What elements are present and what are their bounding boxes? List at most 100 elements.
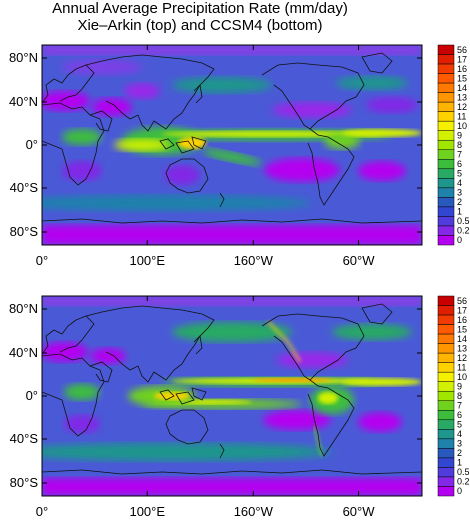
colorbar-label-bottom-20: 0 bbox=[457, 486, 462, 496]
lon-label-bottom-1: 100°E bbox=[129, 504, 165, 519]
colorbar-label-top-5: 13 bbox=[457, 92, 467, 102]
colorbar-swatch-top-15 bbox=[437, 187, 455, 198]
colorbar-swatch-top-1 bbox=[437, 54, 455, 65]
colorbar-swatch-top-16 bbox=[437, 197, 455, 208]
colorbar-label-top-8: 10 bbox=[457, 121, 467, 131]
colorbar-swatch-top-0 bbox=[437, 44, 455, 55]
lon-label-top-2: 160°W bbox=[234, 253, 274, 268]
colorbar-swatch-bottom-1 bbox=[437, 305, 455, 316]
colorbar-swatch-top-18 bbox=[437, 216, 455, 227]
colorbar-label-bottom-12: 6 bbox=[457, 410, 462, 420]
colorbar-label-top-18: 0.5 bbox=[457, 216, 470, 226]
colorbar-label-bottom-2: 16 bbox=[457, 315, 467, 325]
colorbar-swatch-bottom-5 bbox=[437, 343, 455, 354]
colorbar-label-top-4: 14 bbox=[457, 83, 467, 93]
lat-label-top-1: 40°N bbox=[9, 94, 38, 109]
colorbar-swatch-bottom-20 bbox=[437, 486, 455, 497]
colorbar-label-bottom-9: 9 bbox=[457, 381, 462, 391]
colorbar-label-bottom-0: 56 bbox=[457, 296, 467, 306]
colorbar-swatch-bottom-15 bbox=[437, 438, 455, 449]
colorbar-swatch-top-11 bbox=[437, 149, 455, 160]
colorbar-swatch-bottom-11 bbox=[437, 400, 455, 411]
colorbar-label-bottom-13: 5 bbox=[457, 420, 462, 430]
colorbar-label-top-10: 8 bbox=[457, 140, 462, 150]
lon-label-bottom-2: 160°W bbox=[234, 504, 274, 519]
colorbar-swatch-top-9 bbox=[437, 130, 455, 141]
colorbar-swatch-bottom-12 bbox=[437, 410, 455, 421]
colorbar-swatch-top-17 bbox=[437, 206, 455, 217]
colorbar-label-bottom-16: 2 bbox=[457, 448, 462, 458]
colorbar-label-bottom-7: 11 bbox=[457, 362, 466, 372]
colorbar-label-bottom-14: 4 bbox=[457, 429, 462, 439]
title-line-1: Annual Average Precipitation Rate (mm/da… bbox=[52, 0, 348, 17]
colorbar-swatch-bottom-6 bbox=[437, 352, 455, 363]
lat-ticks-top: 80°N 40°N 0° 40°S 80°S bbox=[9, 50, 422, 239]
colorbar-label-top-3: 15 bbox=[457, 73, 467, 83]
colorbar-label-bottom-5: 13 bbox=[457, 343, 467, 353]
colorbar-label-top-11: 7 bbox=[457, 150, 462, 160]
colorbar-swatch-bottom-14 bbox=[437, 429, 455, 440]
colorbar-swatch-bottom-3 bbox=[437, 324, 455, 335]
colorbar-label-bottom-4: 14 bbox=[457, 334, 467, 344]
colorbar-label-top-14: 4 bbox=[457, 178, 462, 188]
lat-label-top-3: 40°S bbox=[10, 180, 39, 195]
colorbar-swatch-top-8 bbox=[437, 120, 455, 131]
colorbar-label-top-12: 6 bbox=[457, 159, 462, 169]
colorbar-label-bottom-3: 15 bbox=[457, 324, 467, 334]
lat-label-bottom-2: 0° bbox=[26, 388, 38, 403]
colorbar-swatch-top-13 bbox=[437, 168, 455, 179]
colorbar-swatch-top-2 bbox=[437, 63, 455, 74]
colorbar-swatch-bottom-19 bbox=[437, 476, 455, 487]
colorbar-label-top-17: 1 bbox=[457, 207, 462, 217]
lon-ticks-bottom: 0° 100°E 160°W 60°W bbox=[36, 296, 375, 519]
lat-label-top-4: 80°S bbox=[10, 224, 39, 239]
colorbar-swatch-bottom-7 bbox=[437, 362, 455, 373]
colorbar-swatch-bottom-13 bbox=[437, 419, 455, 430]
colorbar-label-bottom-10: 8 bbox=[457, 391, 462, 401]
colorbar-swatch-bottom-0 bbox=[437, 295, 455, 306]
colorbar-label-top-16: 2 bbox=[457, 197, 462, 207]
colorbar-swatch-top-20 bbox=[437, 235, 455, 246]
colorbar-swatch-top-10 bbox=[437, 139, 455, 151]
colorbar-swatch-bottom-16 bbox=[437, 448, 455, 459]
colorbar-label-top-19: 0.2 bbox=[457, 226, 470, 236]
colorbar-swatch-bottom-4 bbox=[437, 333, 455, 344]
lon-label-bottom-3: 60°W bbox=[343, 504, 376, 519]
colorbar-swatch-top-5 bbox=[437, 92, 455, 103]
colorbar-label-bottom-15: 3 bbox=[457, 439, 462, 449]
colorbar-label-bottom-8: 10 bbox=[457, 372, 467, 382]
colorbar-label-top-2: 16 bbox=[457, 64, 467, 74]
map-panel-top: 80°N40°N0°40°S80°S 0° 100°E 160°W 60°W 5617… bbox=[9, 44, 470, 268]
colorbar-swatch-bottom-17 bbox=[437, 457, 455, 468]
lat-label-bottom-1: 40°N bbox=[9, 345, 38, 360]
colorbar-label-top-1: 17 bbox=[457, 54, 467, 64]
colorbar-label-top-20: 0 bbox=[457, 235, 462, 245]
colorbar-label-bottom-17: 1 bbox=[457, 458, 462, 468]
title-line-2: Xie–Arkin (top) and CCSM4 (bottom) bbox=[77, 17, 323, 34]
map-panel-bottom: 80°N40°N0°40°S80°S 0° 100°E 160°W 60°W 5617… bbox=[9, 295, 470, 519]
colorbar-label-bottom-6: 12 bbox=[457, 353, 467, 363]
colorbar-swatch-bottom-18 bbox=[437, 467, 455, 478]
colorbar-label-top-15: 3 bbox=[457, 188, 462, 198]
lon-label-bottom-0: 0° bbox=[36, 504, 48, 519]
colorbar-label-bottom-1: 17 bbox=[457, 305, 467, 315]
colorbar-swatch-bottom-10 bbox=[437, 390, 455, 402]
colorbar-label-top-6: 12 bbox=[457, 102, 467, 112]
colorbar-swatch-top-14 bbox=[437, 178, 455, 189]
lat-label-bottom-0: 80°N bbox=[9, 301, 38, 316]
colorbar-swatch-top-6 bbox=[437, 101, 455, 112]
colorbar-label-top-0: 56 bbox=[457, 45, 467, 55]
colorbar-label-bottom-18: 0.5 bbox=[457, 467, 470, 477]
colorbar-label-top-7: 11 bbox=[457, 111, 466, 121]
lon-label-top-3: 60°W bbox=[343, 253, 376, 268]
colorbar-label-bottom-19: 0.2 bbox=[457, 477, 470, 487]
colorbar-swatch-bottom-9 bbox=[437, 381, 455, 392]
lon-ticks-top: 0° 100°E 160°W 60°W bbox=[36, 45, 375, 268]
lon-label-top-1: 100°E bbox=[129, 253, 165, 268]
colorbar-label-top-9: 9 bbox=[457, 130, 462, 140]
colorbar-label-top-13: 5 bbox=[457, 169, 462, 179]
lat-label-bottom-3: 40°S bbox=[10, 431, 39, 446]
